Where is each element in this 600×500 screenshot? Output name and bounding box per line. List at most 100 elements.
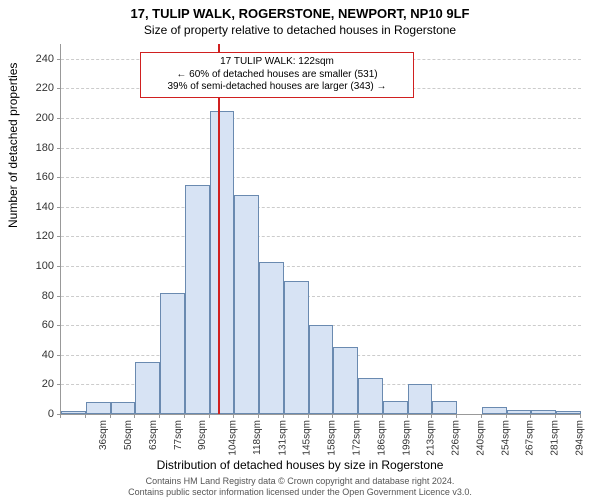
x-tick-label: 158sqm: [327, 420, 338, 456]
histogram-bar: [531, 410, 556, 414]
x-tick-mark: [555, 414, 556, 418]
x-tick-mark: [258, 414, 259, 418]
x-tick-mark: [456, 414, 457, 418]
x-tick-mark: [159, 414, 160, 418]
y-tick-label: 240: [24, 53, 54, 65]
x-tick-label: 50sqm: [123, 420, 134, 450]
y-tick-label: 200: [24, 112, 54, 124]
y-tick-label: 160: [24, 171, 54, 183]
x-tick-mark: [110, 414, 111, 418]
x-tick-mark: [407, 414, 408, 418]
x-tick-mark: [431, 414, 432, 418]
annotation-box: 17 TULIP WALK: 122sqm ← 60% of detached …: [140, 52, 414, 98]
chart-area: 17 TULIP WALK: 122sqm ← 60% of detached …: [60, 44, 580, 414]
chart-title-main: 17, TULIP WALK, ROGERSTONE, NEWPORT, NP1…: [0, 0, 600, 21]
gridline: [61, 148, 581, 149]
x-tick-mark: [283, 414, 284, 418]
y-tick-mark: [57, 59, 61, 60]
x-tick-label: 240sqm: [475, 420, 486, 456]
histogram-bar: [185, 185, 210, 414]
histogram-bar: [284, 281, 309, 414]
x-tick-label: 281sqm: [550, 420, 561, 456]
gridline: [61, 177, 581, 178]
y-tick-label: 40: [24, 349, 54, 361]
x-tick-mark: [580, 414, 581, 418]
y-tick-mark: [57, 325, 61, 326]
x-tick-label: 254sqm: [500, 420, 511, 456]
x-tick-label: 226sqm: [451, 420, 462, 456]
annotation-line-2: ← 60% of detached houses are smaller (53…: [147, 69, 407, 82]
footer-line-2: Contains public sector information licen…: [0, 487, 600, 498]
x-tick-mark: [184, 414, 185, 418]
y-tick-mark: [57, 88, 61, 89]
y-tick-mark: [57, 384, 61, 385]
x-tick-mark: [530, 414, 531, 418]
x-tick-label: 63sqm: [148, 420, 159, 450]
y-tick-label: 180: [24, 142, 54, 154]
x-tick-label: 145sqm: [302, 420, 313, 456]
x-tick-mark: [308, 414, 309, 418]
x-tick-mark: [233, 414, 234, 418]
histogram-bar: [309, 325, 334, 414]
x-tick-label: 199sqm: [401, 420, 412, 456]
histogram-bar: [507, 410, 532, 414]
x-tick-label: 36sqm: [98, 420, 109, 450]
x-tick-label: 118sqm: [252, 420, 263, 455]
histogram-bar: [61, 411, 86, 414]
gridline: [61, 207, 581, 208]
gridline: [61, 296, 581, 297]
x-tick-mark: [134, 414, 135, 418]
x-tick-mark: [332, 414, 333, 418]
y-tick-label: 60: [24, 319, 54, 331]
x-tick-label: 104sqm: [228, 420, 239, 456]
x-tick-mark: [382, 414, 383, 418]
x-tick-mark: [60, 414, 61, 418]
x-tick-mark: [85, 414, 86, 418]
x-tick-label: 131sqm: [277, 420, 288, 456]
y-tick-mark: [57, 355, 61, 356]
histogram-bar: [210, 111, 235, 414]
y-tick-label: 100: [24, 260, 54, 272]
histogram-bar: [482, 407, 507, 414]
histogram-bar: [333, 347, 358, 414]
histogram-bar: [234, 195, 259, 414]
y-tick-mark: [57, 118, 61, 119]
histogram-bar: [408, 384, 433, 414]
chart-container: 17, TULIP WALK, ROGERSTONE, NEWPORT, NP1…: [0, 0, 600, 500]
histogram-bar: [135, 362, 160, 414]
histogram-bar: [358, 378, 383, 414]
x-tick-label: 90sqm: [197, 420, 208, 450]
gridline: [61, 236, 581, 237]
x-tick-label: 267sqm: [525, 420, 536, 456]
histogram-bar: [86, 402, 111, 414]
x-tick-mark: [506, 414, 507, 418]
y-tick-label: 20: [24, 378, 54, 390]
gridline: [61, 266, 581, 267]
histogram-bar: [160, 293, 185, 414]
x-tick-label: 186sqm: [376, 420, 387, 456]
annotation-line-3: 39% of semi-detached houses are larger (…: [147, 81, 407, 94]
plot-region: [60, 44, 581, 415]
x-tick-label: 213sqm: [426, 420, 437, 456]
histogram-bar: [383, 401, 408, 414]
x-tick-mark: [209, 414, 210, 418]
x-tick-label: 294sqm: [574, 420, 585, 456]
y-tick-label: 120: [24, 230, 54, 242]
histogram-bar: [432, 401, 457, 414]
x-tick-label: 172sqm: [352, 420, 363, 456]
annotation-line-1: 17 TULIP WALK: 122sqm: [147, 56, 407, 69]
y-tick-mark: [57, 266, 61, 267]
y-axis-label: Number of detached properties: [6, 63, 20, 228]
y-tick-label: 140: [24, 201, 54, 213]
x-tick-label: 77sqm: [173, 420, 184, 450]
chart-title-sub: Size of property relative to detached ho…: [0, 21, 600, 37]
y-tick-label: 0: [24, 408, 54, 420]
y-tick-mark: [57, 177, 61, 178]
footer-line-1: Contains HM Land Registry data © Crown c…: [0, 476, 600, 487]
reference-line: [218, 44, 220, 414]
y-tick-label: 80: [24, 290, 54, 302]
x-axis-label: Distribution of detached houses by size …: [0, 458, 600, 472]
gridline: [61, 118, 581, 119]
y-tick-mark: [57, 236, 61, 237]
y-tick-label: 220: [24, 82, 54, 94]
